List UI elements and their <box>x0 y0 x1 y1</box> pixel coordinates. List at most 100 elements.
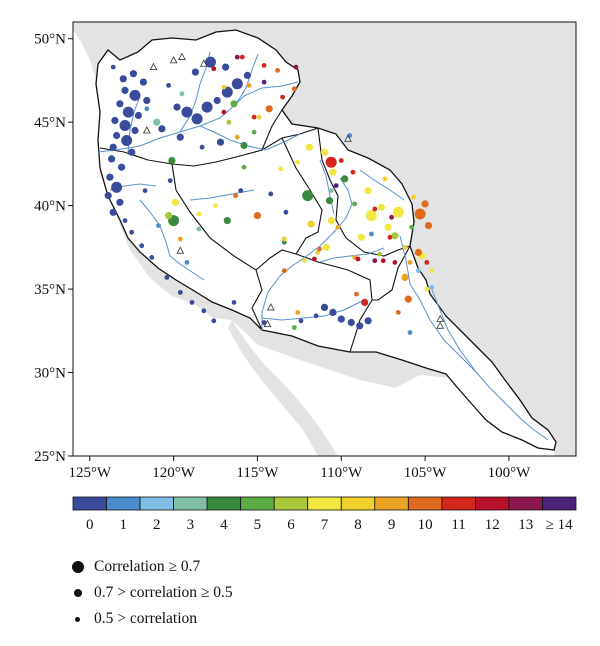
station-point <box>312 256 317 262</box>
station-point <box>354 291 359 297</box>
station-point <box>134 111 142 120</box>
colorbar-label: 8 <box>354 517 362 533</box>
station-point <box>129 229 135 235</box>
station-triangle <box>176 246 185 254</box>
station-point <box>414 248 422 256</box>
river-gila <box>261 299 365 321</box>
station-point <box>149 255 155 260</box>
station-point <box>392 260 398 265</box>
station-point <box>122 218 128 224</box>
colorbar-swatch <box>508 496 543 511</box>
station-point <box>216 138 225 146</box>
colorbar-swatch <box>474 496 510 511</box>
sub-basin-boundary-great-basin <box>171 137 323 271</box>
station-point <box>268 191 274 197</box>
station-point <box>320 148 329 156</box>
station-point <box>372 258 378 264</box>
lon-tick-label: 105°W <box>404 465 447 481</box>
station-point <box>341 175 349 183</box>
colorbar-swatch <box>542 496 577 511</box>
station-point <box>372 206 378 212</box>
station-point <box>302 190 314 202</box>
station-point <box>278 166 284 172</box>
station-point <box>164 275 170 280</box>
station-triangle <box>344 134 352 142</box>
station-triangle <box>142 126 151 134</box>
station-point <box>407 260 413 265</box>
station-point <box>357 233 365 241</box>
station-point <box>211 318 217 324</box>
station-point <box>365 210 377 222</box>
station-point <box>131 126 139 135</box>
legend-label-medium: 0.7 > correlation ≥ 0.5 <box>94 584 233 601</box>
station-point <box>122 106 134 118</box>
station-point <box>116 198 124 206</box>
station-point <box>238 188 244 194</box>
colorbar-label: 3 <box>187 517 195 533</box>
colorbar-label: 7 <box>321 517 329 533</box>
river-green <box>319 159 335 215</box>
colorbar-label: 4 <box>220 517 228 533</box>
lon-tick-label: 115°W <box>236 465 279 481</box>
station-point <box>261 79 267 85</box>
station-point <box>380 258 386 264</box>
station-triangle <box>149 62 158 70</box>
sub-basin-boundaries <box>99 109 411 353</box>
colorbar: 0 1 2 3 4 5 6 7 8 9 10 11 12 13 ≥ 14 <box>72 496 577 533</box>
station-point <box>325 197 334 205</box>
station-triangle <box>169 56 178 64</box>
station-point <box>421 200 429 208</box>
lon-tick-label: 120°W <box>152 465 195 481</box>
station-point <box>179 91 185 97</box>
station-point <box>389 214 394 220</box>
station-point <box>407 330 413 335</box>
station-point <box>404 295 412 303</box>
colorbar-swatch <box>72 496 107 511</box>
station-point <box>233 193 239 199</box>
station-point <box>295 310 301 315</box>
colorbar-label: 10 <box>418 517 433 533</box>
baja-peninsula <box>228 320 338 456</box>
station-point <box>201 101 213 113</box>
station-point <box>176 133 184 141</box>
station-point <box>291 86 297 92</box>
station-point <box>211 66 217 72</box>
station-point <box>223 217 231 225</box>
sub-basin-boundary-colorado-upper <box>317 127 411 257</box>
river-kootenay <box>235 81 299 105</box>
colorbar-swatch <box>206 496 242 511</box>
station-point <box>333 183 339 189</box>
station-point <box>281 236 287 242</box>
station-point <box>113 131 121 140</box>
legend-dot-medium <box>74 589 82 597</box>
lat-tick-label: 35°N <box>34 282 66 298</box>
station-point <box>424 286 430 292</box>
station-point <box>325 156 337 168</box>
station-point <box>243 71 251 79</box>
ocean-gulf <box>258 345 420 456</box>
station-triangle <box>263 319 272 328</box>
station-point <box>153 118 161 126</box>
station-point <box>222 63 230 71</box>
river-colorado <box>261 177 353 330</box>
station-point <box>156 223 161 229</box>
station-point <box>261 63 267 68</box>
station-point <box>142 188 148 194</box>
station-point <box>298 318 304 324</box>
station-point <box>356 322 364 330</box>
station-point <box>201 308 207 314</box>
station-point <box>191 68 199 76</box>
station-point <box>414 208 426 220</box>
station-point <box>213 203 218 209</box>
station-point <box>387 234 393 240</box>
station-point <box>213 96 221 105</box>
station-triangle <box>178 52 186 60</box>
station-point <box>106 173 114 181</box>
station-point <box>261 320 267 325</box>
station-point <box>322 243 330 251</box>
station-point <box>118 163 126 171</box>
colorbar-label: 13 <box>518 517 533 533</box>
station-point <box>121 135 133 146</box>
legend-dot-large <box>72 561 84 573</box>
